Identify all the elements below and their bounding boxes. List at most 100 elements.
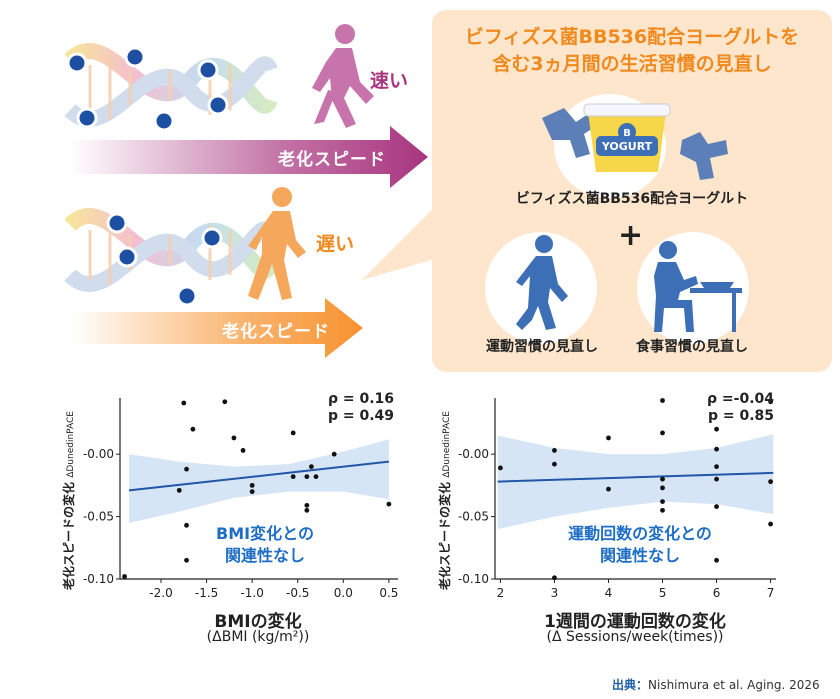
- chart1-x-tick-label: 0.5: [379, 586, 398, 600]
- chart1-data-point: [222, 399, 228, 405]
- chart2-data-point: [714, 426, 719, 432]
- chart2-data-point: [606, 486, 611, 492]
- chart1-data-point: [231, 435, 237, 441]
- yogurt-caption: ビフィズス菌BB536配合ヨーグルト: [515, 191, 749, 207]
- chart1-x-tick-label: -1.5: [195, 586, 218, 600]
- chart2-data-point: [552, 575, 557, 581]
- chart2-x-tick-label: 4: [605, 586, 613, 600]
- chart1-data-point: [290, 474, 296, 480]
- chart2-x-title: 1週間の運動回数の変化: [544, 612, 726, 632]
- chart1-data-point: [249, 489, 255, 495]
- aging-speed-label-slow: 老化スピード: [222, 322, 330, 342]
- chart1-data-point: [304, 474, 310, 480]
- chart2-data-point: [714, 446, 719, 452]
- chart1-annotation-line1: BMI変化との: [216, 524, 314, 543]
- dna-helix-slow-icon: [64, 208, 278, 292]
- callout-pointer: [362, 204, 438, 280]
- chart1-data-point: [331, 451, 337, 457]
- plus-sign: +: [618, 218, 644, 253]
- chart1-confidence-band: [129, 439, 389, 523]
- eating-person-icon: [654, 241, 742, 332]
- chart1-data-point: [249, 482, 255, 488]
- chart1-y-tick-label: -0.10: [83, 572, 114, 586]
- chart2-data-point: [660, 476, 665, 482]
- chart2-data-point: [660, 398, 665, 403]
- aging-speed-arrow-slow: [70, 298, 363, 358]
- chart2-data-point: [768, 521, 773, 527]
- chart2-data-point: [660, 430, 665, 436]
- chart1-data-point: [240, 448, 246, 453]
- chart2-data-point: [660, 485, 665, 491]
- chart1-stat-p: p = 0.49: [327, 408, 394, 424]
- chart2-x-tick-label: 7: [767, 586, 775, 600]
- source-citation: 出典：Nishimura et al. Aging. 2026: [612, 676, 820, 693]
- yogurt-cup-text: YOGURT: [601, 140, 653, 153]
- chart2-y-tick-label: -0.00: [458, 447, 489, 461]
- chart1-y-tick-label: -0.05: [83, 510, 114, 524]
- chart2-x-tick-label: 2: [497, 586, 505, 600]
- chart1-data-point: [176, 487, 182, 493]
- bifidobacteria-icon: [542, 108, 728, 180]
- chart1-data-point: [181, 400, 187, 406]
- chart2-stat-p: p = 0.85: [707, 408, 774, 424]
- chart1-x-tick-label: -0.5: [286, 586, 309, 600]
- chart1-x-tick-label: -1.0: [240, 586, 263, 600]
- source-text: Nishimura et al. Aging. 2026: [648, 678, 820, 692]
- chart2-x-tick-label: 5: [659, 586, 667, 600]
- intervention-panel: ビフィズス菌BB536配合ヨーグルトを 含む3ヵ月間の生活習慣の見直し B YO…: [432, 10, 832, 372]
- speed-word-fast: 速い: [370, 70, 409, 92]
- chart2-data-point: [768, 399, 773, 405]
- aging-speed-label-fast: 老化スピード: [278, 150, 386, 170]
- chart1-trend-line: [129, 460, 389, 492]
- chart1-data-point: [290, 430, 296, 436]
- exercise-caption: 運動習慣の見直し: [486, 339, 598, 355]
- chart1-x-tick-label: 0.0: [334, 586, 353, 600]
- speed-word-slow: 遅い: [316, 233, 355, 255]
- diet-caption: 食事習慣の見直し: [636, 339, 748, 355]
- chart2-data-point: [498, 465, 503, 471]
- chart1-y-tick-label: -0.00: [83, 447, 114, 461]
- chart2-stat-rho: ρ =-0.04: [707, 391, 774, 407]
- chart1-bmi-scatter: -0.00 -0.05 -0.10 -2.0 -1.5 -1.0 -0.5 0.0 0.5: [83, 398, 398, 600]
- chart1-data-point: [309, 464, 314, 470]
- chart2-data-point: [714, 557, 719, 563]
- chart2-trend-line: [497, 471, 774, 483]
- chart1-annotation-line2: 関連性なし: [224, 546, 305, 565]
- chart2-data-point: [768, 479, 773, 485]
- chart2-data-point: [714, 504, 719, 509]
- chart1-x-title: BMIの変化: [214, 612, 302, 632]
- chart2-x-tick-label: 3: [551, 586, 559, 600]
- chart2-data-point: [714, 464, 719, 470]
- chart1-data-point: [184, 466, 189, 472]
- intervention-title-line2: 含む3ヵ月間の生活習慣の見直し: [492, 53, 772, 75]
- chart2-exercise-scatter: -0.00 -0.05 -0.10 2 3 4 5 6 7: [458, 398, 776, 600]
- yogurt-cup-icon: B YOGURT: [583, 103, 671, 172]
- walking-person-fast-icon: [312, 24, 374, 128]
- chart1-data-point: [304, 507, 310, 513]
- chart1-x-tick-label: -2.0: [149, 586, 172, 600]
- chart2-data-point: [714, 476, 719, 482]
- chart2-x-tick-label: 6: [713, 586, 721, 600]
- dna-helix-fast-icon: [64, 43, 278, 127]
- chart1-data-point: [184, 557, 189, 563]
- chart2-y-tick-label: -0.10: [458, 572, 489, 586]
- chart2-data-point: [552, 448, 557, 453]
- chart2-confidence-band: [497, 434, 774, 530]
- aging-speed-illustration: [64, 24, 428, 358]
- chart1-data-point: [184, 522, 189, 528]
- chart2-y-tick-label: -0.05: [458, 510, 489, 524]
- walking-person-slow-icon: [248, 187, 306, 300]
- chart2-annotation: 運動回数の変化との 関連性なし: [555, 523, 725, 567]
- chart1-data-point: [190, 426, 196, 432]
- yogurt-badge: B: [623, 128, 631, 139]
- chart2-data-point: [660, 499, 665, 505]
- chart2-annotation-line1: 運動回数の変化との: [568, 524, 712, 543]
- source-label: 出典：: [612, 678, 649, 692]
- chart1-data-point: [122, 574, 127, 579]
- chart2-data-point: [660, 507, 665, 513]
- chart1-data-point: [386, 501, 392, 507]
- chart2-data-point: [552, 461, 557, 467]
- chart1-stat-rho: ρ = 0.16: [327, 391, 394, 407]
- chart1-data-point: [304, 502, 310, 508]
- chart1-x-subtitle: (ΔBMI (kg/m²)): [206, 629, 310, 645]
